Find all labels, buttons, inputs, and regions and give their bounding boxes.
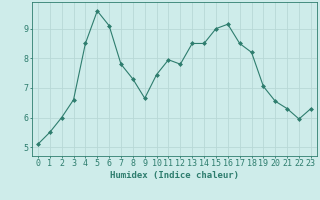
X-axis label: Humidex (Indice chaleur): Humidex (Indice chaleur) [110, 171, 239, 180]
